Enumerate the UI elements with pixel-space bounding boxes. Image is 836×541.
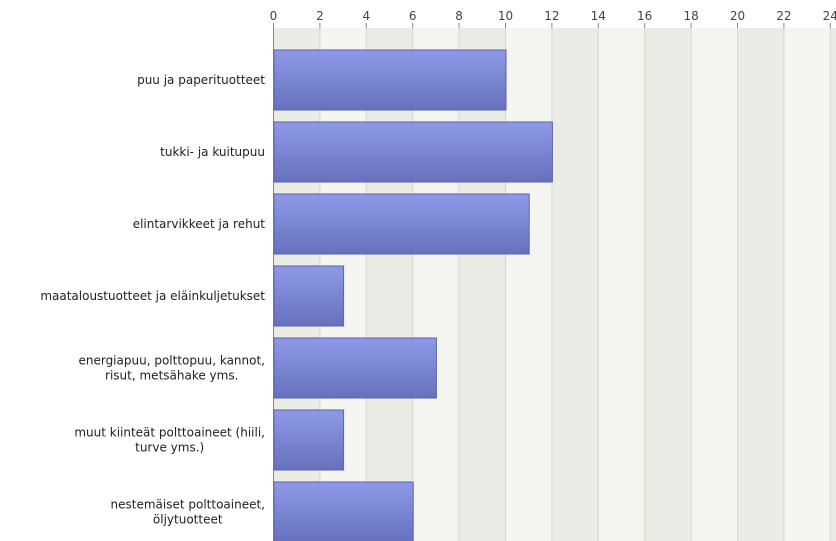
plot-band	[598, 28, 645, 541]
plot-band	[830, 28, 836, 541]
bar	[273, 409, 345, 471]
category-label: öljytuotteet	[153, 513, 223, 527]
plot-band	[644, 28, 692, 541]
plot-band	[691, 28, 738, 541]
x-tick-label: 4	[362, 9, 370, 23]
category-label: turve yms.)	[135, 441, 204, 455]
x-tick-label: 18	[683, 9, 698, 23]
category-label: risut, metsähake yms.	[105, 369, 238, 383]
x-tick-label: 24	[823, 9, 836, 23]
bar	[273, 193, 530, 255]
category-label: elintarvikkeet ja rehut	[133, 217, 266, 231]
x-tick-label: 12	[544, 9, 559, 23]
x-tick-label: 0	[270, 9, 278, 23]
x-tick-label: 10	[498, 9, 513, 23]
category-label: energiapuu, polttopuu, kannot,	[78, 354, 265, 368]
x-tick-label: 8	[455, 9, 463, 23]
x-tick-label: 14	[591, 9, 606, 23]
x-tick-label: 20	[730, 9, 745, 23]
bar	[273, 49, 507, 111]
plot-band	[366, 28, 413, 541]
category-label: nestemäiset polttoaineet,	[111, 498, 265, 512]
plot-band	[505, 28, 552, 541]
category-label: maataloustuotteet ja eläinkuljetukset	[40, 289, 265, 303]
plot-band	[783, 28, 831, 541]
x-tick-label: 6	[409, 9, 417, 23]
plot-band	[412, 28, 460, 541]
plot-band	[737, 28, 784, 541]
bar	[273, 265, 345, 327]
category-label: puu ja paperituotteet	[137, 73, 265, 87]
category-label: muut kiinteät polttoaineet (hiili,	[74, 426, 265, 440]
bars	[273, 49, 553, 541]
bar	[273, 121, 553, 183]
x-tick-label: 2	[316, 9, 324, 23]
x-tick-label: 16	[637, 9, 652, 23]
category-labels: puu ja paperituotteet tukki- ja kuitupuu e…	[40, 73, 265, 527]
gridlines	[319, 28, 831, 541]
plot-background	[273, 28, 836, 541]
category-label: tukki- ja kuitupuu	[160, 145, 265, 159]
bar	[273, 481, 414, 541]
plot-band	[551, 28, 599, 541]
x-tick-label: 22	[776, 9, 791, 23]
plot-band	[459, 28, 506, 541]
bar	[273, 337, 437, 399]
